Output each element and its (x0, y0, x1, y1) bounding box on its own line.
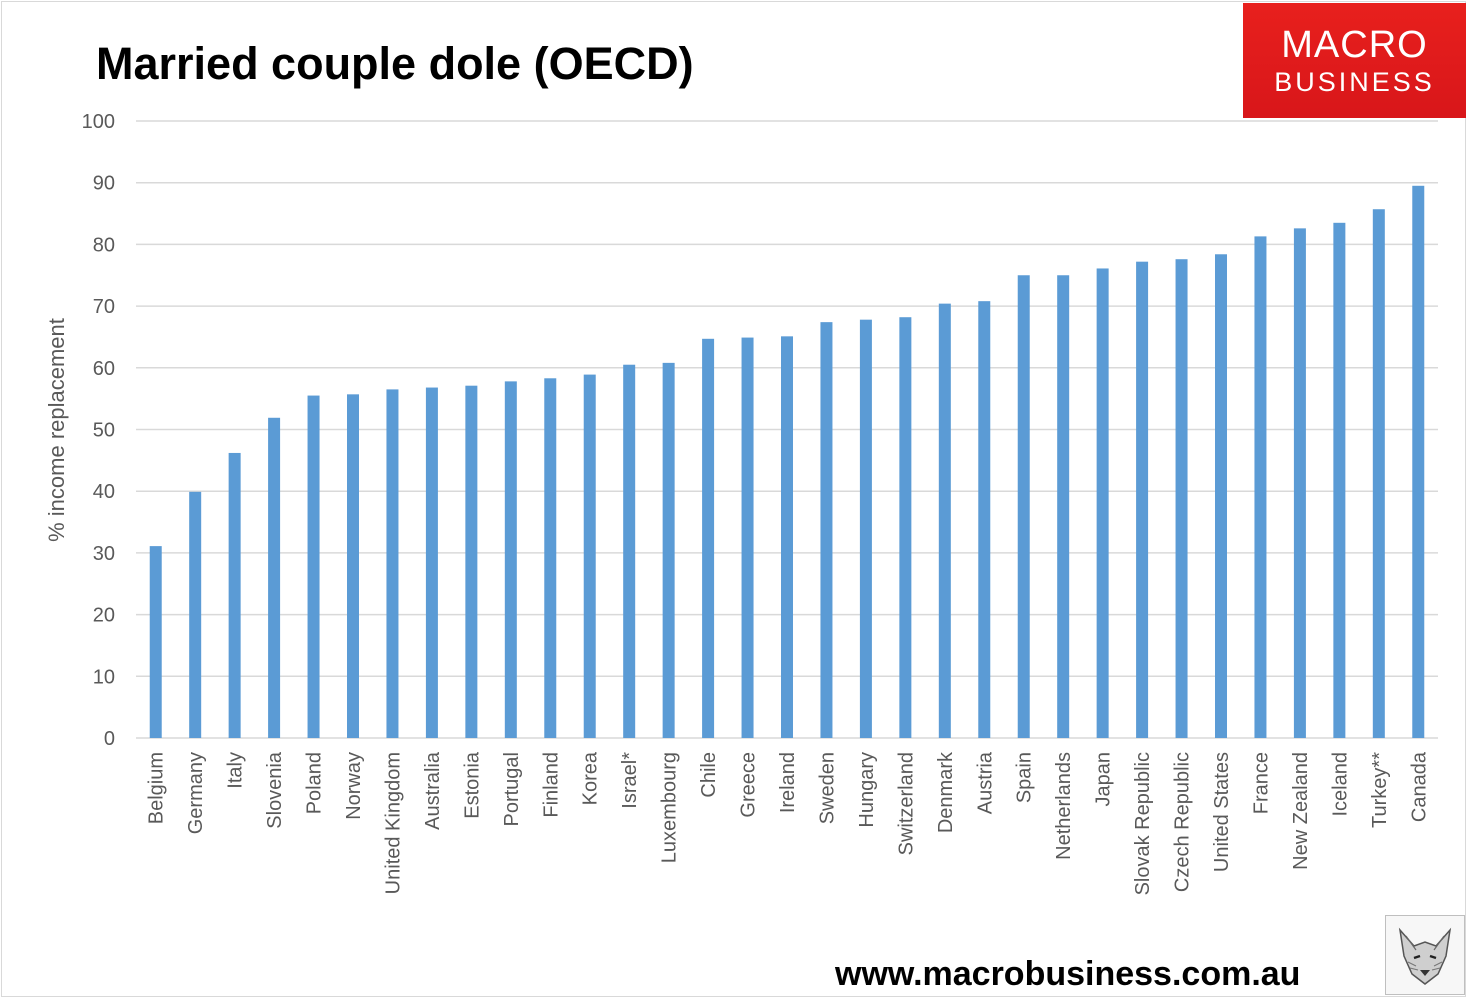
x-tick-label: Luxembourg (659, 752, 681, 863)
bar (702, 338, 715, 738)
bar (268, 417, 281, 738)
bar (1372, 209, 1385, 738)
bar (859, 319, 872, 738)
website-url[interactable]: www.macrobusiness.com.au (835, 955, 1301, 993)
y-tick-label: 20 (93, 605, 115, 627)
bar (386, 389, 399, 738)
bar (978, 301, 991, 738)
bar (504, 381, 517, 738)
bar (662, 362, 675, 738)
bar (465, 385, 478, 738)
x-tick-label: Turkey** (1369, 752, 1391, 828)
x-tick-label: Poland (304, 752, 326, 814)
y-tick-label: 60 (93, 358, 115, 380)
x-tick-label: Hungary (856, 752, 878, 828)
x-tick-label: Austria (974, 751, 996, 814)
x-tick-label: Norway (343, 752, 365, 820)
x-tick-label: Iceland (1329, 752, 1351, 817)
x-tick-label: Portugal (501, 752, 523, 827)
bar (1057, 275, 1070, 738)
macro-business-logo[interactable]: MACRO BUSINESS (1243, 3, 1466, 118)
y-tick-label: 100 (82, 111, 115, 133)
x-tick-label: United Kingdom (382, 752, 404, 894)
bars (149, 185, 1425, 738)
x-tick-label: Japan (1093, 752, 1115, 807)
x-tick-label: Italy (225, 752, 247, 789)
x-tick-label: Canada (1408, 751, 1430, 822)
x-tick-label: Chile (698, 752, 720, 798)
x-tick-label: Czech Republic (1172, 752, 1194, 892)
bar (1333, 222, 1346, 738)
x-tick-label: Ireland (777, 752, 799, 813)
y-axis-label: % income replacement (44, 318, 69, 542)
y-tick-label: 0 (104, 728, 115, 750)
bar (1175, 259, 1188, 738)
x-tick-label: Korea (580, 751, 602, 805)
y-tick-label: 90 (93, 173, 115, 195)
x-tick-label: Denmark (935, 751, 957, 833)
x-tick-labels: Belgium Germany Italy Slovenia Poland Norway U… (146, 751, 1431, 895)
x-tick-label: Switzerland (895, 752, 917, 855)
x-tick-label: Australia (422, 751, 444, 830)
bar (1254, 236, 1267, 738)
x-tick-label: Germany (185, 752, 207, 834)
bar (425, 387, 438, 738)
x-tick-label: Slovenia (264, 751, 286, 829)
bar (781, 336, 793, 738)
x-tick-label: Sweden (816, 752, 838, 824)
bar (228, 452, 241, 738)
x-tick-label: New Zealand (1290, 752, 1312, 870)
chart-title: Married couple dole (OECD) (96, 38, 694, 89)
y-tick-label: 40 (93, 481, 115, 503)
y-tick-label: 70 (93, 296, 115, 318)
wolf-logo-icon (1385, 915, 1465, 995)
x-tick-label: Slovak Republic (1132, 752, 1154, 895)
x-tick-label: Netherlands (1053, 752, 1075, 860)
x-tick-label: Israel* (619, 752, 641, 809)
bar (189, 491, 202, 738)
y-tick-labels: 0 10 20 30 40 50 60 70 80 90 100 (82, 111, 115, 750)
bar (583, 374, 596, 738)
x-tick-label: Belgium (146, 752, 168, 824)
y-tick-label: 10 (93, 666, 115, 688)
y-tick-label: 50 (93, 420, 115, 442)
x-tick-label: Finland (540, 752, 562, 818)
bar (1293, 228, 1306, 738)
bar (741, 337, 754, 738)
x-tick-label: United States (1211, 752, 1233, 872)
bar (1136, 261, 1149, 738)
bar (820, 322, 833, 738)
logo-line2: BUSINESS (1274, 67, 1435, 97)
bar (149, 546, 162, 738)
y-tick-label: 30 (93, 543, 115, 565)
x-tick-label: Spain (1014, 752, 1036, 803)
bar (623, 364, 636, 738)
bar (1096, 268, 1109, 738)
y-tick-label: 80 (93, 234, 115, 256)
x-tick-label: France (1250, 752, 1272, 814)
bar (307, 395, 320, 738)
logo-line1: MACRO (1281, 24, 1428, 66)
x-tick-label: Estonia (461, 751, 483, 819)
bar (347, 394, 359, 738)
bar (899, 317, 912, 738)
bar (1017, 275, 1030, 738)
bar (1215, 254, 1227, 738)
bar (938, 303, 951, 738)
x-tick-label: Greece (738, 752, 760, 818)
bar (544, 378, 557, 738)
bar (1412, 185, 1425, 738)
